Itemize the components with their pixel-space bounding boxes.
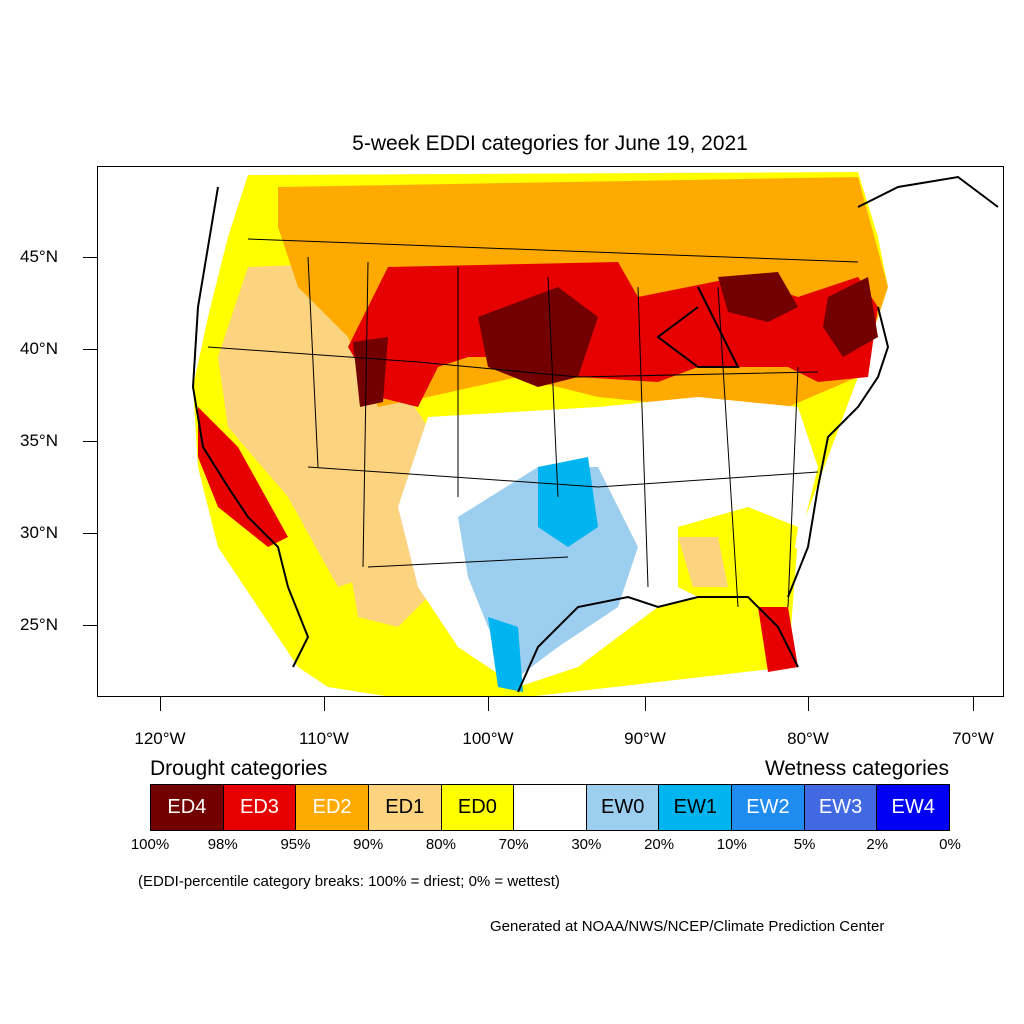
legend-cell-normal [514, 785, 587, 830]
legend-break-label: 0% [939, 836, 961, 853]
lat-tick [83, 441, 97, 442]
legend-colorbar: ED4 ED3 ED2 ED1 ED0 EW0 EW1 EW2 EW3 EW4 [150, 784, 950, 831]
region-ew1-arklatex [538, 457, 598, 547]
legend-break-label: 100% [130, 836, 170, 853]
lon-label-110: 110°W [299, 729, 349, 748]
region-ed4-greatlakes [718, 272, 798, 322]
map-panel [97, 166, 1004, 697]
legend-cell-ed2: ED2 [296, 785, 369, 830]
lat-tick [83, 349, 97, 350]
legend-break-label: 90% [353, 836, 384, 853]
eddi-map [191, 172, 999, 696]
legend-note: (EDDI-percentile category breaks: 100% =… [138, 873, 560, 890]
region-ed4-mountain [353, 337, 388, 407]
legend-cell-ew1: EW1 [659, 785, 733, 830]
region-ed1-southeast [678, 537, 728, 587]
legend-cell-ed1: ED1 [368, 785, 442, 830]
coastlines [191, 175, 999, 693]
credit-line: Generated at NOAA/NWS/NCEP/Climate Predi… [490, 918, 885, 935]
lon-label-120: 120°W [134, 729, 186, 748]
lat-label-30: 30°N [20, 523, 58, 542]
lat-tick [83, 533, 97, 534]
legend-break-label: 70% [498, 836, 529, 853]
lon-tick [160, 697, 161, 711]
legend-cell-ed4: ED4 [151, 785, 224, 830]
lat-label-45: 45°N [20, 247, 58, 266]
legend-drought-heading: Drought categories [150, 757, 328, 780]
legend-break-label: 98% [207, 836, 238, 853]
lon-tick [973, 697, 974, 711]
legend-break-label: 20% [644, 836, 675, 853]
legend-cell-ed3: ED3 [223, 785, 297, 830]
lat-label-40: 40°N [20, 339, 58, 358]
legend-break-label: 80% [425, 836, 456, 853]
lon-label-90: 90°W [624, 729, 666, 748]
legend-break-label: 95% [280, 836, 311, 853]
legend-break-label: 5% [793, 836, 816, 853]
lat-tick [83, 625, 97, 626]
lon-label-100: 100°W [462, 729, 514, 748]
lat-label-25: 25°N [20, 615, 58, 634]
region-ed4-plains [478, 287, 598, 387]
legend-cell-ed0: ED0 [441, 785, 515, 830]
lon-label-80: 80°W [787, 729, 829, 748]
lon-tick [645, 697, 646, 711]
state-boundaries [207, 238, 859, 608]
map-title: 5-week EDDI categories for June 19, 2021 [352, 132, 748, 155]
region-ed3-florida [758, 607, 798, 672]
legend-wetness-heading: Wetness categories [764, 757, 949, 780]
legend-cell-ew2: EW2 [732, 785, 805, 830]
region-ed3-california [198, 407, 288, 547]
region-ed4-newengland [823, 277, 878, 357]
lon-tick [324, 697, 325, 711]
legend-break-label: 2% [866, 836, 889, 853]
legend-cell-ew0: EW0 [586, 785, 660, 830]
legend-break-label: 10% [716, 836, 747, 853]
legend-break-label: 30% [571, 836, 602, 853]
legend-cell-ew3: EW3 [804, 785, 878, 830]
lat-label-35: 35°N [20, 431, 58, 450]
legend-cell-ew4: EW4 [877, 785, 950, 830]
lon-label-70: 70°W [952, 729, 994, 748]
region-ew1-gulf [488, 617, 523, 692]
lat-tick [83, 257, 97, 258]
lon-tick [808, 697, 809, 711]
lon-tick [488, 697, 489, 711]
